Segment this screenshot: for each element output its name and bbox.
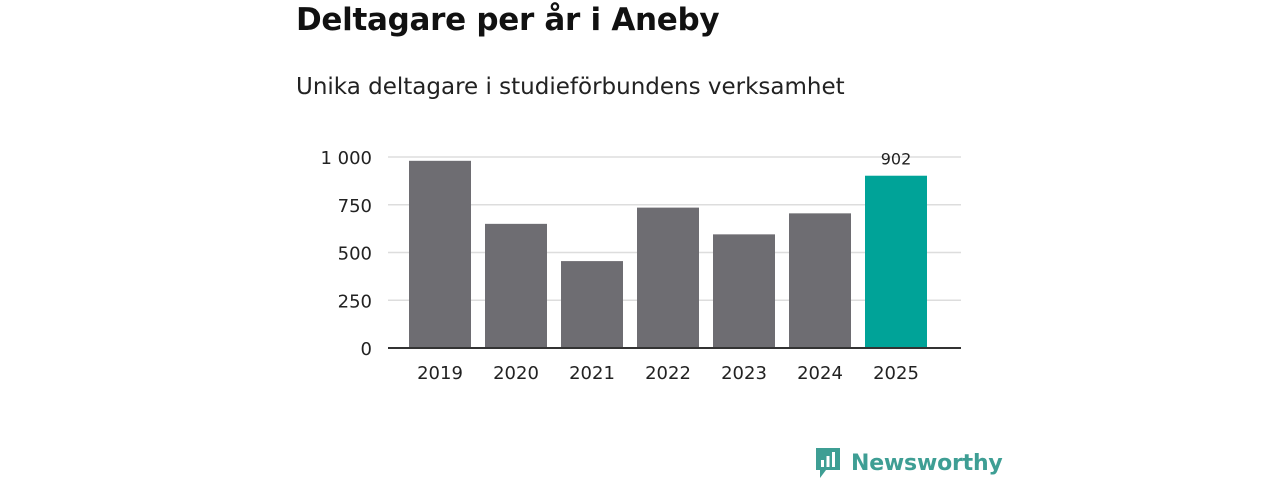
bar-2023	[713, 234, 775, 348]
bar-2025	[865, 175, 927, 348]
x-tick-label: 2024	[797, 363, 843, 384]
x-tick-label: 2021	[569, 363, 615, 384]
x-tick-label: 2020	[493, 363, 539, 384]
x-tick-label: 2019	[417, 363, 463, 384]
newsworthy-logo-icon	[816, 448, 840, 478]
x-tick-label: 2025	[873, 363, 919, 384]
data-labels: 902	[881, 150, 912, 169]
bar-2020	[485, 223, 547, 348]
y-tick-label: 0	[361, 339, 372, 360]
y-tick-label: 250	[338, 291, 372, 312]
bar-2022	[637, 207, 699, 348]
bar-2024	[789, 213, 851, 348]
y-tick-label: 1 000	[320, 148, 372, 169]
bar-2019	[409, 160, 471, 348]
x-tick-label: 2023	[721, 363, 767, 384]
x-tick-label: 2022	[645, 363, 691, 384]
y-tick-label: 750	[338, 196, 372, 217]
newsworthy-logo: Newsworthy	[814, 446, 1003, 480]
bars	[409, 160, 927, 348]
y-axis-ticks: 0 250 500 750 1 000	[320, 148, 372, 360]
chart-title: Deltagare per år i Aneby	[296, 2, 720, 38]
bar-2021	[561, 261, 623, 348]
data-label: 902	[881, 150, 912, 169]
y-tick-label: 500	[338, 244, 372, 265]
x-axis-ticks: 2019 2020 2021 2022 2023 2024 2025	[417, 363, 919, 384]
brand-name: Newsworthy	[851, 450, 1003, 476]
chart-subtitle: Unika deltagare i studieförbundens verks…	[296, 74, 845, 100]
